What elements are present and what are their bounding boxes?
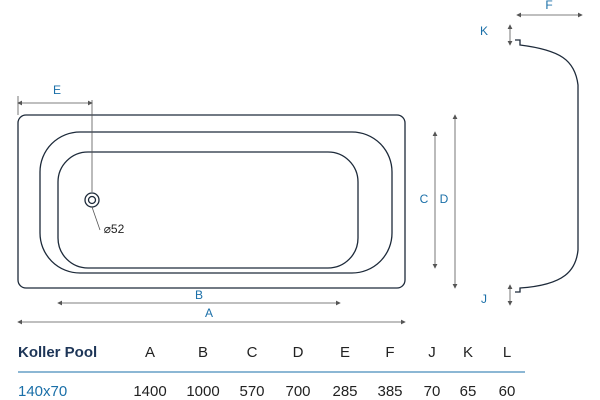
label-e: E (53, 83, 61, 97)
table-cell: 1400 (133, 383, 166, 400)
table-cell: 285 (332, 383, 357, 400)
table-header: B (198, 344, 208, 361)
table-header: A (145, 344, 155, 361)
table-header: L (503, 344, 511, 361)
table-cell: 65 (460, 383, 477, 400)
tub-bowl (57, 151, 359, 269)
table-cell: 60 (499, 383, 516, 400)
side-profile (515, 39, 579, 293)
table-cell: 1000 (186, 383, 219, 400)
label-f: F (545, 0, 552, 12)
table-cell: 70 (424, 383, 441, 400)
table-header: J (428, 344, 436, 361)
drain-leader (91, 206, 101, 231)
tub-rim (39, 131, 393, 274)
table-cell: 140x70 (18, 383, 67, 400)
table-cell: 570 (239, 383, 264, 400)
label-j: J (481, 292, 487, 306)
label-a: A (205, 306, 213, 320)
table-header: K (463, 344, 473, 361)
table-cell: 700 (285, 383, 310, 400)
table-header: Koller Pool (18, 344, 97, 361)
drain (84, 192, 100, 208)
label-b: B (195, 288, 203, 302)
top-view: E B A C D ⌀52 (17, 83, 458, 325)
table-cell: 385 (377, 383, 402, 400)
label-c: C (420, 192, 429, 206)
table-header: C (247, 344, 258, 361)
table-header: E (340, 344, 350, 361)
label-drain: ⌀52 (104, 222, 125, 236)
table: Koller Pool A B C D E F J K L 140x70 1400 1000 570 700… (18, 344, 515, 400)
label-d: D (440, 192, 449, 206)
side-view: K F J (480, 0, 583, 306)
drain-inner (87, 195, 97, 205)
table-header: D (293, 344, 304, 361)
table-header: F (385, 344, 394, 361)
label-k: K (480, 24, 488, 38)
tub-outline (17, 114, 406, 289)
